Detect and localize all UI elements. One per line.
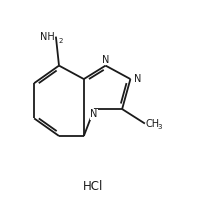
Text: N: N (90, 110, 97, 119)
Text: N: N (101, 55, 109, 65)
Text: HCl: HCl (83, 180, 103, 193)
Text: 2: 2 (59, 38, 63, 44)
Text: NH: NH (40, 32, 55, 42)
Text: N: N (133, 74, 141, 84)
Text: 3: 3 (157, 124, 161, 130)
Text: CH: CH (145, 119, 159, 129)
